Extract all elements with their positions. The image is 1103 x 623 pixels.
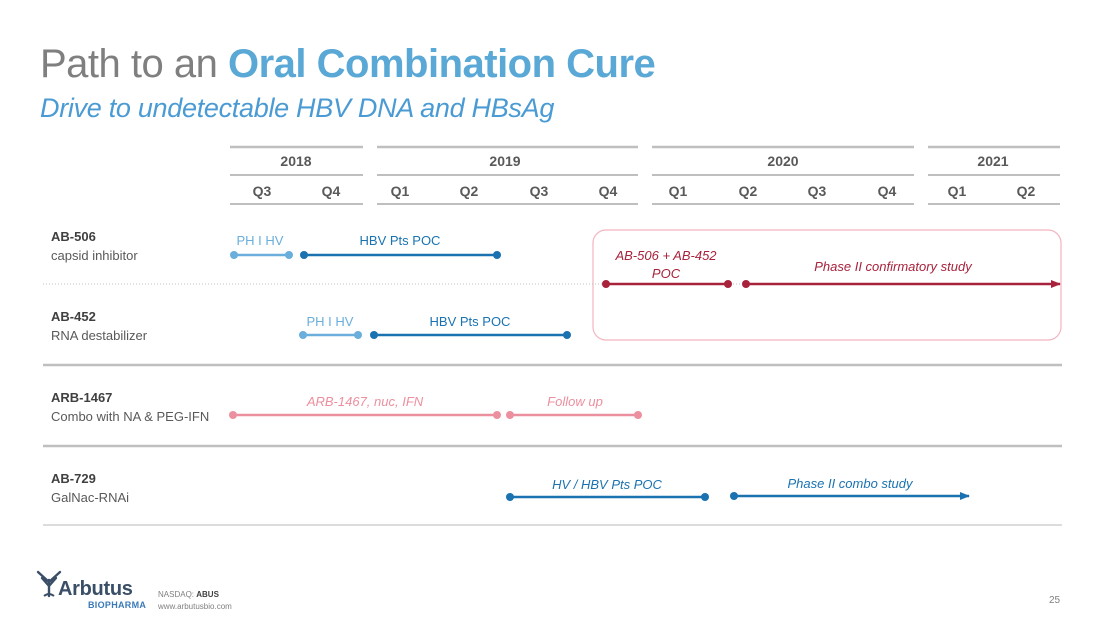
website-link[interactable]: www.arbutusbio.com: [158, 602, 232, 611]
bar-label: HBV Pts POC: [360, 233, 441, 248]
quarter-label: Q3: [808, 183, 827, 199]
bar-label: AB-506 + AB-452: [614, 248, 717, 263]
quarter-label: Q4: [599, 183, 618, 199]
bar-label: PH I HV: [237, 233, 284, 248]
bar-ab506-hbv-pts-poc: HBV Pts POC: [300, 233, 501, 259]
title-emphasis: Oral Combination Cure: [227, 42, 656, 86]
bar-arb1467-treatment: ARB-1467, nuc, IFN: [229, 394, 501, 419]
drug-description: RNA destabilizer: [51, 328, 148, 343]
quarter-label: Q3: [253, 183, 272, 199]
company-logo: Arbutus BIOPHARMA: [30, 566, 152, 610]
bar-label: HV / HBV Pts POC: [552, 477, 662, 492]
year-label: 2019: [489, 153, 520, 169]
ticker-label: NASDAQ:: [158, 590, 195, 599]
bar-ab506-ph1-hv: PH I HV: [230, 233, 293, 259]
year-label: 2018: [280, 153, 311, 169]
bar-ab729-hv-hbv-poc: HV / HBV Pts POC: [506, 477, 709, 501]
bar-phase2-combo: Phase II combo study: [730, 476, 970, 500]
bar-ab452-ph1-hv: PH I HV: [299, 314, 362, 339]
quarter-label: Q2: [460, 183, 479, 199]
quarter-label: Q1: [948, 183, 967, 199]
quarter-label: Q4: [878, 183, 897, 199]
page-title: Path to an Oral Combination Cure: [40, 42, 656, 87]
year-header-2018: 2018: [230, 145, 363, 169]
arbutus-tree-icon: [36, 570, 62, 598]
quarter-label: Q2: [739, 183, 758, 199]
year-label: 2021: [977, 153, 1008, 169]
ticker-symbol: ABUS: [196, 590, 219, 599]
bar-arb1467-follow-up: Follow up: [506, 394, 642, 419]
logo-wordmark: Arbutus: [58, 578, 133, 600]
bar-label: Phase II combo study: [787, 476, 914, 491]
title-prefix: Path to an: [40, 42, 228, 86]
bar-label: ARB-1467, nuc, IFN: [306, 394, 424, 409]
combination-highlight-box: [592, 229, 1062, 341]
drug-name: ARB-1467: [51, 390, 113, 405]
row-label-ab729: AB-729 GalNac-RNAi: [51, 469, 129, 507]
drug-description: Combo with NA & PEG-IFN: [51, 409, 210, 424]
quarter-label: Q1: [669, 183, 688, 199]
year-header-2019: 2019: [377, 145, 638, 169]
footer-ticker: NASDAQ: ABUS www.arbutusbio.com: [158, 589, 232, 613]
bar-ab452-hbv-pts-poc: HBV Pts POC: [370, 314, 571, 339]
drug-name: AB-506: [51, 229, 96, 244]
drug-name: AB-452: [51, 309, 96, 324]
year-label: 2020: [767, 153, 798, 169]
quarter-label: Q4: [322, 183, 341, 199]
page-number: 25: [1049, 595, 1061, 606]
year-header-2020: 2020: [652, 145, 914, 169]
row-label-arb1467: ARB-1467 Combo with NA & PEG-IFN: [51, 388, 209, 426]
drug-description: GalNac-RNAi: [51, 490, 130, 505]
drug-name: AB-729: [51, 471, 96, 486]
year-header-2021: 2021: [928, 145, 1060, 169]
page-subtitle: Drive to undetectable HBV DNA and HBsAg: [40, 93, 555, 123]
quarter-label: Q2: [1017, 183, 1036, 199]
drug-description: capsid inhibitor: [51, 248, 138, 263]
bar-label: Follow up: [547, 394, 603, 409]
bar-ab506-ab452-poc: AB-506 + AB-452 POC: [602, 248, 732, 288]
row-label-ab452: AB-452 RNA destabilizer: [51, 307, 147, 345]
row-label-ab506: AB-506 capsid inhibitor: [51, 227, 138, 265]
quarter-label: Q3: [530, 183, 549, 199]
quarter-label: Q1: [391, 183, 410, 199]
bar-phase2-confirmatory: Phase II confirmatory study: [742, 259, 1061, 288]
bar-label-line2: POC: [652, 266, 681, 281]
bar-label: HBV Pts POC: [430, 314, 511, 329]
bar-label: PH I HV: [307, 314, 354, 329]
bar-label: Phase II confirmatory study: [814, 259, 973, 274]
logo-subtitle: BIOPHARMA: [88, 600, 147, 610]
